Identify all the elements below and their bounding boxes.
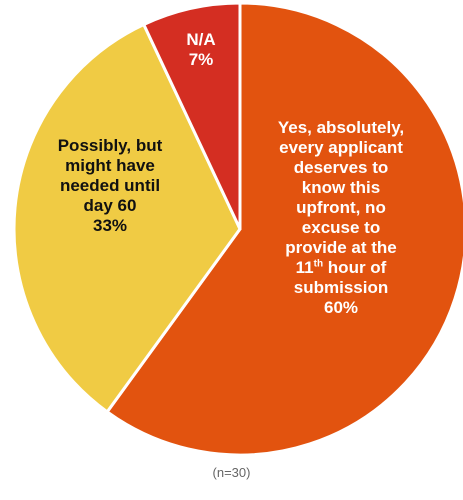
slice-yes-line-1: Yes, absolutely, bbox=[277, 118, 405, 137]
slice-label-possibly: Possibly, but might have needed until da… bbox=[32, 136, 188, 236]
slice-possibly-line-3: needed until bbox=[59, 176, 161, 195]
slice-yes-line-9: submission bbox=[293, 278, 389, 297]
slice-yes-line-8: 11th hour of bbox=[248, 258, 434, 278]
pie-slice-yes bbox=[105, 1, 463, 457]
slice-yes-ordinal-rest: hour of bbox=[323, 258, 387, 277]
slice-yes-ordinal-suffix: th bbox=[313, 258, 324, 270]
pie-chart-svg bbox=[12, 1, 463, 457]
slice-na-line-1: N/A bbox=[186, 30, 216, 49]
slice-yes-line-2: every applicant bbox=[279, 138, 403, 157]
slice-yes-line-3: deserves to bbox=[293, 158, 389, 177]
slice-label-na: N/A 7% bbox=[166, 30, 236, 70]
sample-size-footnote: (n=30) bbox=[212, 465, 251, 480]
slice-yes-ordinal-number: 11 bbox=[295, 258, 314, 277]
slice-yes-value: 60% bbox=[323, 298, 359, 317]
pie-slice-possibly bbox=[12, 23, 242, 414]
slice-yes-line-5: upfront, no bbox=[296, 198, 386, 217]
slice-possibly-value: 33% bbox=[92, 216, 128, 235]
slice-label-yes: Yes, absolutely, every applicant deserve… bbox=[248, 118, 434, 318]
slice-yes-line-4: know this bbox=[301, 178, 381, 197]
slice-possibly-line-4: day 60 bbox=[83, 196, 137, 215]
slice-possibly-line-1: Possibly, but bbox=[57, 136, 163, 155]
slice-na-value: 7% bbox=[188, 50, 214, 69]
slice-yes-line-7: provide at the bbox=[285, 238, 397, 257]
slice-possibly-line-2: might have bbox=[65, 156, 155, 175]
pie-slice-na bbox=[142, 1, 242, 231]
slice-yes-line-6: excuse to bbox=[301, 218, 381, 237]
